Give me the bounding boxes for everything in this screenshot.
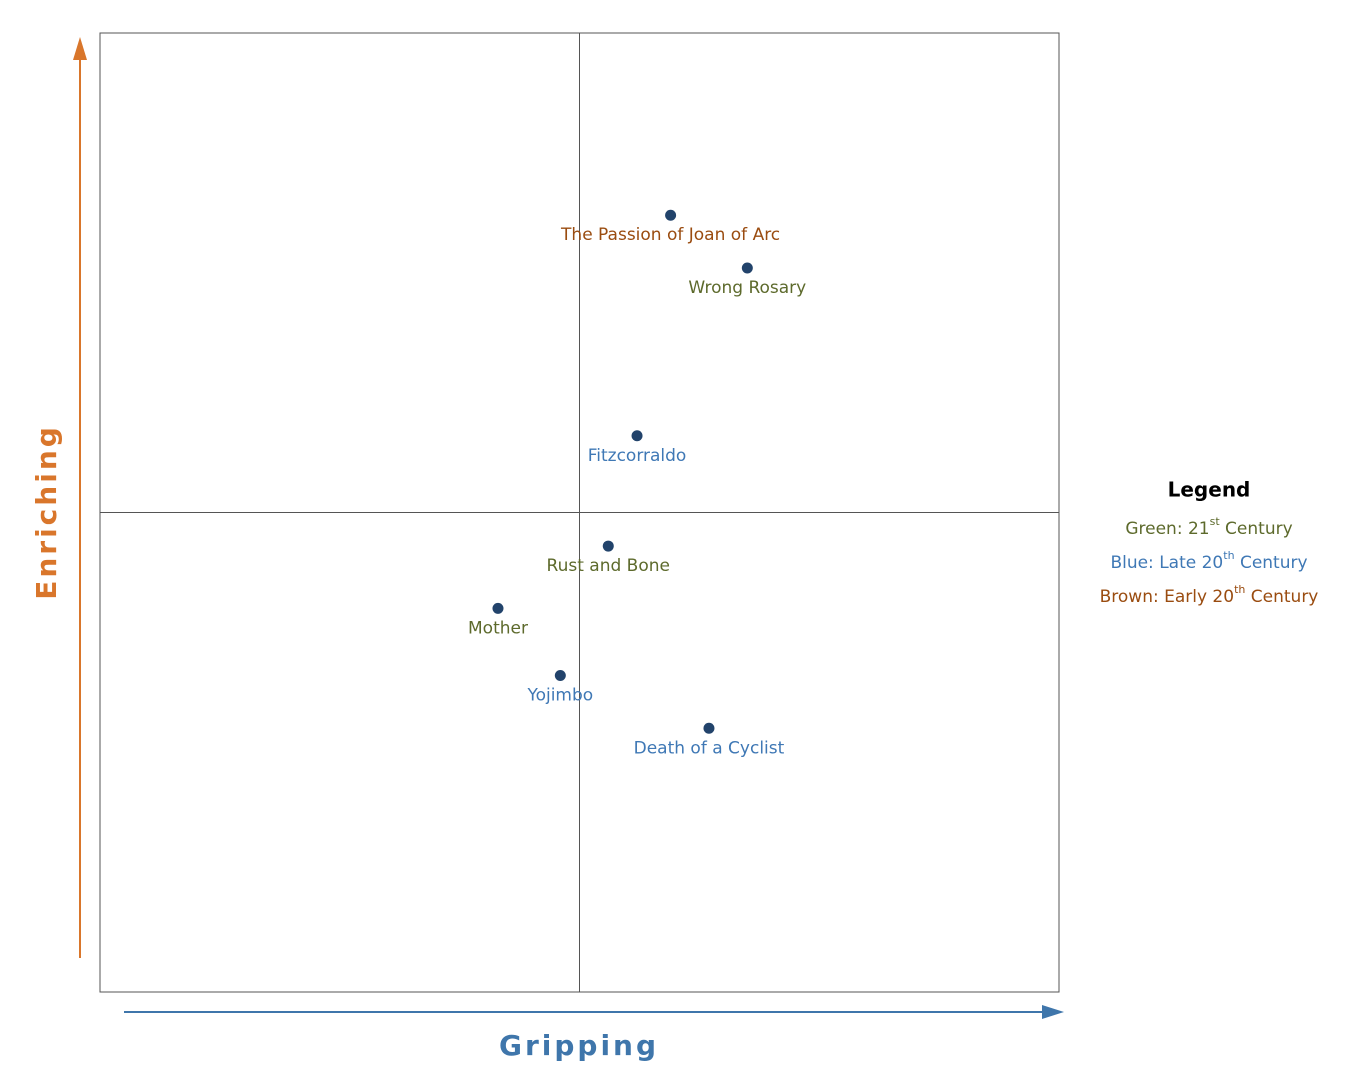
- y-axis-title: Enriching: [30, 424, 63, 600]
- point-label: Yojimbo: [526, 686, 593, 706]
- data-point: [631, 430, 643, 442]
- legend-rest: Century: [1235, 553, 1308, 573]
- legend-sup: st: [1210, 515, 1221, 528]
- legend-title: Legend: [1168, 478, 1251, 502]
- x-axis-arrowhead: [1042, 1005, 1064, 1019]
- point-label: Rust and Bone: [547, 556, 670, 576]
- point-label: Fitzcorraldo: [588, 446, 687, 466]
- legend-item: Blue: Late 20th Century: [1110, 549, 1307, 573]
- point-label: Death of a Cyclist: [634, 738, 785, 758]
- legend-text: Green: 21: [1125, 519, 1209, 539]
- data-point: [665, 209, 677, 221]
- legend-text: Blue: Late 20: [1110, 553, 1223, 573]
- legend-rest: Century: [1245, 587, 1318, 607]
- data-point: [554, 670, 566, 682]
- point-label: Mother: [468, 618, 528, 638]
- x-axis-title: Gripping: [499, 1029, 659, 1062]
- legend-sup: th: [1234, 583, 1245, 596]
- data-point: [492, 602, 504, 614]
- point-label: The Passion of Joan of Arc: [560, 225, 780, 245]
- point-label: Wrong Rosary: [688, 278, 806, 298]
- data-point: [703, 722, 715, 734]
- legend-rest: Century: [1220, 519, 1293, 539]
- data-point: [741, 262, 753, 274]
- y-axis-arrowhead: [73, 37, 87, 60]
- data-point: [602, 540, 614, 552]
- legend-item: Green: 21st Century: [1125, 515, 1292, 539]
- legend-sup: th: [1223, 549, 1234, 562]
- legend-item: Brown: Early 20th Century: [1100, 583, 1319, 607]
- legend-text: Brown: Early 20: [1100, 587, 1234, 607]
